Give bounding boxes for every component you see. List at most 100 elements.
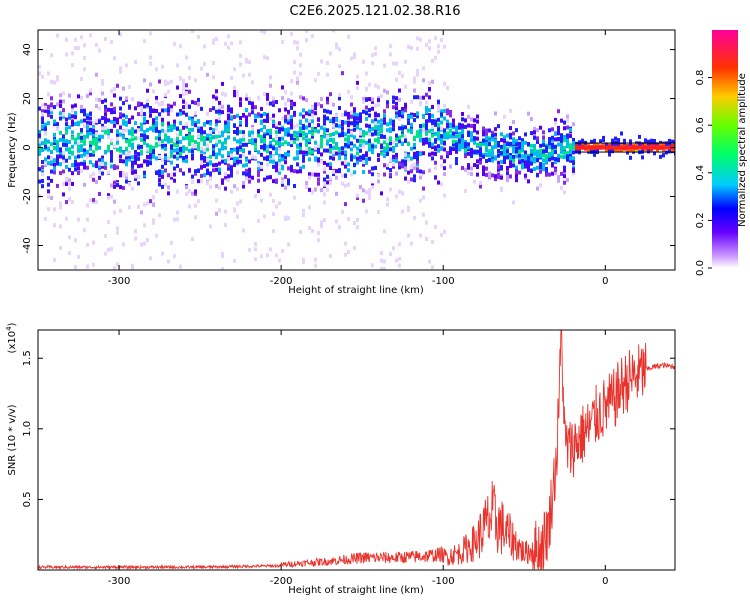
heatmap-cell — [386, 147, 389, 152]
heatmap-cell — [506, 174, 509, 179]
heatmap-cell — [161, 139, 164, 144]
y-tick-label: 20 — [22, 92, 33, 105]
heatmap-cell — [317, 230, 320, 235]
heatmap-cell — [389, 172, 392, 177]
heatmap-cell — [251, 104, 254, 109]
heatmap-cell — [362, 130, 365, 135]
heatmap-cell — [329, 166, 332, 171]
heatmap-cell — [365, 116, 368, 121]
heatmap-cell — [392, 154, 395, 159]
heatmap-cell — [44, 122, 47, 127]
heatmap-cell — [452, 123, 455, 128]
heatmap-cell — [41, 141, 44, 146]
heatmap-cell — [419, 175, 422, 180]
heatmap-cell — [41, 148, 44, 153]
heatmap-cell — [410, 99, 413, 104]
heatmap-cell — [185, 154, 188, 159]
heatmap-cell — [509, 157, 512, 162]
heatmap-cell — [194, 144, 197, 149]
heatmap-cell — [470, 150, 473, 155]
heatmap-cell — [290, 31, 293, 36]
heatmap-cell — [263, 143, 266, 148]
heatmap-cell — [431, 156, 434, 161]
heatmap-cell — [455, 161, 458, 166]
heatmap-cell — [260, 167, 263, 172]
heatmap-cell — [170, 153, 173, 158]
heatmap-cell — [83, 141, 86, 146]
heatmap-cell — [638, 141, 641, 146]
heatmap-cell — [74, 167, 77, 172]
colorbar-label: Normalized spectral amplitude — [737, 73, 748, 227]
heatmap-cell — [92, 172, 95, 177]
heatmap-cell — [302, 164, 305, 169]
heatmap-cell — [89, 131, 92, 136]
heatmap-cell — [140, 133, 143, 138]
heatmap-cell — [65, 158, 68, 163]
heatmap-cell — [83, 67, 86, 72]
heatmap-cell — [425, 237, 428, 242]
heatmap-cell — [398, 242, 401, 247]
heatmap-cell — [551, 149, 554, 154]
heatmap-cell — [650, 145, 653, 150]
heatmap-cell — [203, 173, 206, 178]
heatmap-cell — [47, 176, 50, 181]
heatmap-cell — [353, 135, 356, 140]
heatmap-cell — [278, 162, 281, 167]
heatmap-cell — [425, 119, 428, 124]
heatmap-cell — [137, 204, 140, 209]
heatmap-cell — [566, 142, 569, 147]
heatmap-cell — [422, 186, 425, 191]
heatmap-cell — [161, 143, 164, 148]
heatmap-cell — [326, 61, 329, 66]
heatmap-cell — [452, 131, 455, 136]
heatmap-cell — [119, 170, 122, 175]
heatmap-cell — [548, 153, 551, 158]
heatmap-cell — [575, 145, 578, 150]
heatmap-cell — [587, 143, 590, 148]
heatmap-cell — [464, 124, 467, 129]
heatmap-cell — [431, 145, 434, 150]
heatmap-cell — [170, 108, 173, 113]
heatmap-cell — [407, 170, 410, 175]
heatmap-cell — [500, 151, 503, 156]
heatmap-cell — [494, 144, 497, 149]
heatmap-cell — [191, 138, 194, 143]
heatmap-cell — [38, 71, 41, 76]
heatmap-cell — [299, 146, 302, 151]
heatmap-cell — [326, 128, 329, 133]
heatmap-cell — [419, 137, 422, 142]
heatmap-cell — [602, 135, 605, 140]
heatmap-cell — [434, 120, 437, 125]
heatmap-cell — [350, 56, 353, 61]
heatmap-cell — [422, 137, 425, 142]
heatmap-cell — [344, 183, 347, 188]
heatmap-cell — [443, 128, 446, 133]
heatmap-cell — [158, 132, 161, 137]
heatmap-cell — [257, 170, 260, 175]
heatmap-cell — [44, 108, 47, 113]
heatmap-cell — [200, 179, 203, 184]
heatmap-cell — [74, 155, 77, 160]
heatmap-cell — [542, 130, 545, 135]
heatmap-cell — [119, 132, 122, 137]
heatmap-cell — [566, 151, 569, 156]
heatmap-cell — [503, 150, 506, 155]
heatmap-cell — [659, 154, 662, 159]
heatmap-cell — [263, 111, 266, 116]
heatmap-cell — [350, 141, 353, 146]
heatmap-cell — [425, 105, 428, 110]
heatmap-cell — [155, 189, 158, 194]
heatmap-cell — [248, 112, 251, 117]
heatmap-cell — [560, 146, 563, 151]
heatmap-cell — [68, 155, 71, 160]
heatmap-cell — [131, 266, 134, 270]
heatmap-cell — [92, 121, 95, 126]
heatmap-cell — [617, 151, 620, 153]
heatmap-cell — [593, 145, 596, 150]
heatmap-cell — [80, 161, 83, 166]
heatmap-cell — [236, 131, 239, 136]
heatmap-cell — [389, 187, 392, 192]
heatmap-cell — [470, 123, 473, 128]
heatmap-cell — [356, 85, 359, 90]
heatmap-cell — [575, 149, 578, 154]
